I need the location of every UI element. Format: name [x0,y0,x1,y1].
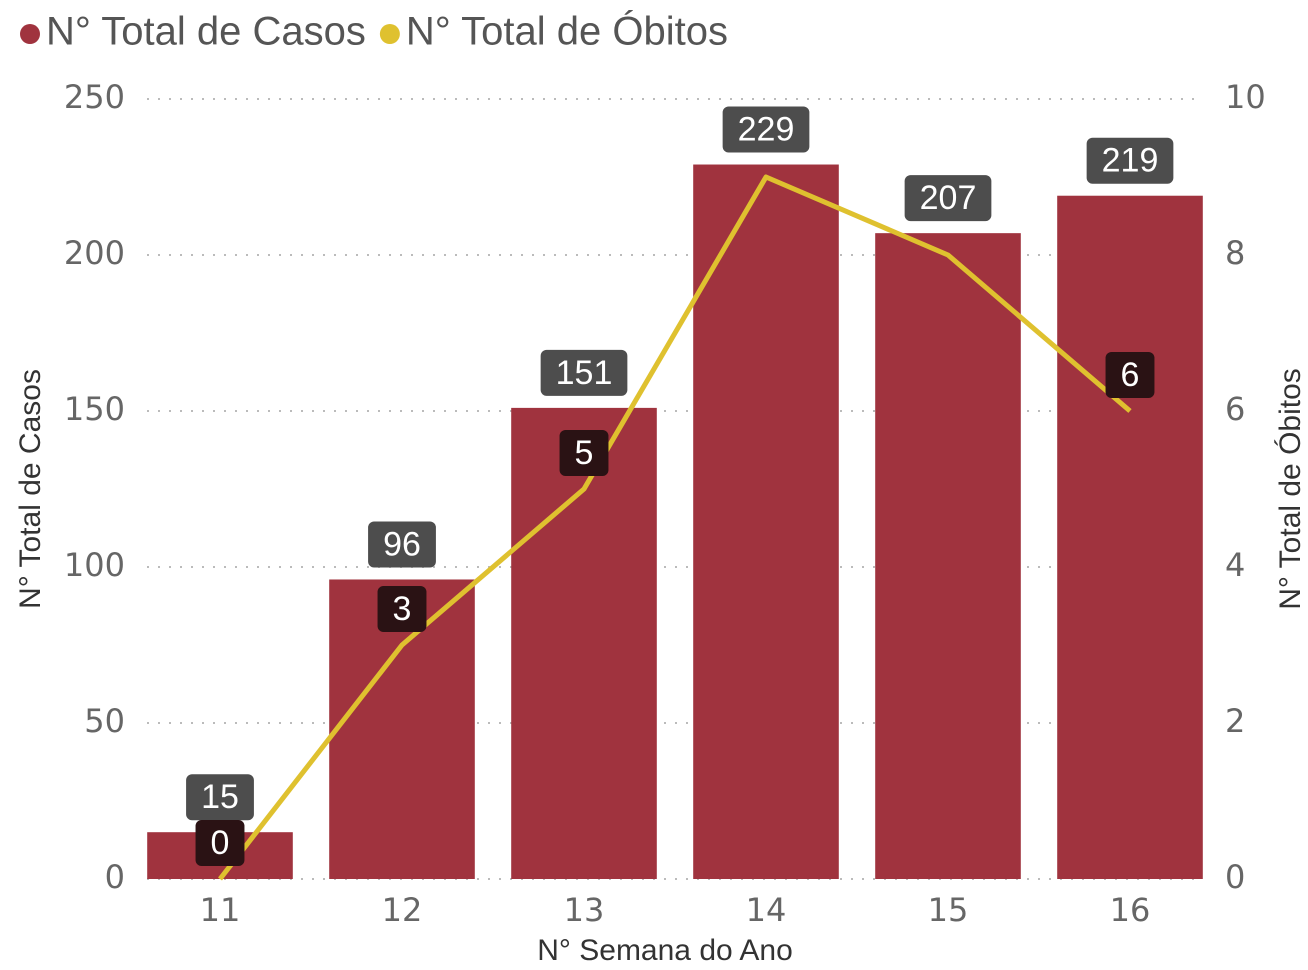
y-tick-label: 250 [64,78,125,116]
y-axis-title: N° Total de Casos [14,369,47,609]
y2-tick-label: 4 [1225,546,1245,584]
x-tick-label: 13 [564,891,605,929]
x-tick-label: 15 [928,891,969,929]
y2-tick-label: 6 [1225,390,1245,428]
line-label-box [1105,352,1155,398]
bar [1057,195,1203,880]
y-tick-label: 100 [64,546,125,584]
line-label-box [559,430,609,476]
line-label-text: 5 [575,434,594,472]
line-label: 3 [377,586,427,632]
bar-label-box [722,106,810,153]
bar-label-text: 219 [1102,142,1159,180]
line-label-text: 0 [211,824,230,862]
x-tick-label: 16 [1110,891,1151,929]
bar-label: 219 [1086,137,1174,184]
bar-label-box [368,521,436,568]
line-label-text: 3 [393,590,412,628]
legend-label: N° Total de Óbitos [406,9,728,54]
bar [875,233,1021,879]
bar [511,407,657,879]
bar-label-text: 96 [383,525,421,563]
y-tick-label: 150 [64,390,125,428]
bar-label-text: 15 [201,778,239,816]
y2-tick-label: 10 [1225,78,1266,116]
y-tick-label: 0 [105,858,125,896]
y2-axis-title: N° Total de Óbitos [1274,368,1307,610]
legend-label: N° Total de Casos [46,10,366,54]
x-tick-label: 11 [200,891,241,929]
line-label: 6 [1105,352,1155,398]
line-label-box [377,586,427,632]
bar-label: 207 [904,175,992,222]
bar-label-text: 207 [920,179,977,217]
y2-tick-label: 0 [1225,858,1245,896]
bar [693,164,839,879]
line-label: 0 [195,820,245,866]
line [218,174,1132,881]
legend-marker [20,24,40,44]
bar-label: 229 [722,106,810,153]
legend-marker [379,24,400,44]
bar-label-text: 151 [556,354,613,392]
bar-label-box [186,774,254,821]
x-tick-label: 12 [382,891,423,929]
x-tick-label: 14 [746,891,787,929]
bar-label: 15 [186,774,254,821]
line-label: 5 [559,430,609,476]
bar-label: 151 [540,349,628,396]
line-label-box [195,820,245,866]
y-tick-label: 50 [84,702,125,740]
x-axis-title: N° Semana do Ano [537,934,793,967]
bar-label-box [540,349,628,396]
bar-label-box [1086,137,1174,184]
y2-tick-label: 8 [1225,234,1245,272]
bar-label-box [904,175,992,222]
line-label-text: 6 [1121,356,1140,394]
bar-label: 96 [368,521,436,568]
bar-label-text: 229 [738,111,795,149]
y2-tick-label: 2 [1225,702,1245,740]
y-tick-label: 200 [64,234,125,272]
